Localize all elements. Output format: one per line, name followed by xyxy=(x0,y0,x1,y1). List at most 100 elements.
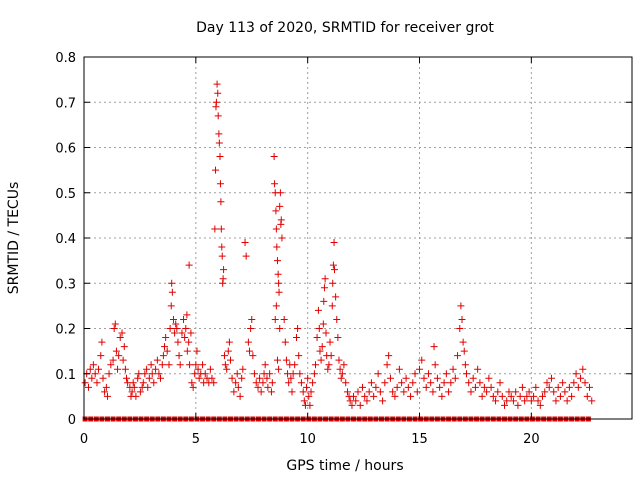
data-point xyxy=(409,379,417,387)
data-point xyxy=(84,383,92,391)
data-point xyxy=(297,379,305,387)
data-point xyxy=(433,374,441,382)
data-point xyxy=(400,388,408,396)
data-point xyxy=(579,365,587,373)
data-point xyxy=(356,401,364,409)
data-point xyxy=(458,315,466,323)
data-point xyxy=(109,356,117,364)
data-point xyxy=(586,383,594,391)
data-point xyxy=(322,329,330,337)
data-point xyxy=(163,347,171,355)
data-point xyxy=(418,356,426,364)
data-point xyxy=(335,356,343,364)
data-point xyxy=(276,325,284,332)
data-point xyxy=(530,392,538,400)
data-point xyxy=(440,379,448,387)
data-point xyxy=(161,343,169,351)
data-point xyxy=(296,370,304,378)
data-point xyxy=(270,153,278,161)
data-point xyxy=(281,338,289,346)
data-point xyxy=(324,365,332,373)
y-tick-label: 0.3 xyxy=(55,277,76,292)
data-point xyxy=(247,325,255,332)
data-point xyxy=(210,379,218,387)
data-point xyxy=(326,338,334,346)
data-point xyxy=(215,139,223,147)
data-point xyxy=(354,388,362,396)
data-point xyxy=(451,374,459,382)
data-point xyxy=(276,202,284,210)
data-point xyxy=(275,365,283,373)
data-point xyxy=(156,374,164,382)
data-point xyxy=(227,356,235,364)
data-point xyxy=(129,379,137,387)
data-point xyxy=(336,365,344,373)
data-point xyxy=(505,388,513,396)
data-point xyxy=(532,383,540,391)
data-point xyxy=(120,343,128,351)
data-point xyxy=(158,361,166,369)
data-point xyxy=(178,329,186,337)
data-point xyxy=(244,338,252,346)
data-points xyxy=(81,80,596,409)
data-point xyxy=(121,365,129,373)
data-point xyxy=(307,388,315,396)
data-point xyxy=(268,379,276,387)
data-point xyxy=(214,112,222,120)
data-point xyxy=(386,374,394,382)
data-point xyxy=(316,347,324,355)
data-point xyxy=(489,392,497,400)
data-point xyxy=(211,225,219,233)
data-point xyxy=(155,370,163,378)
data-point xyxy=(173,325,181,332)
data-point xyxy=(195,374,203,382)
data-point xyxy=(577,374,585,382)
data-point xyxy=(171,329,179,337)
data-point xyxy=(199,361,207,369)
data-point xyxy=(372,383,380,391)
data-point xyxy=(147,361,155,369)
data-point xyxy=(273,356,281,364)
data-point xyxy=(343,388,351,396)
data-point xyxy=(228,374,236,382)
data-point xyxy=(338,370,346,378)
data-point xyxy=(465,379,473,387)
y-tick-label: 0.5 xyxy=(55,187,76,202)
data-point xyxy=(358,383,366,391)
data-point xyxy=(97,352,105,360)
data-point xyxy=(248,315,256,323)
data-point xyxy=(101,388,109,396)
data-point xyxy=(570,379,578,387)
data-point xyxy=(305,392,313,400)
data-point xyxy=(438,392,446,400)
data-point xyxy=(194,365,202,373)
data-point xyxy=(218,243,226,251)
data-point xyxy=(456,325,464,332)
data-point xyxy=(374,370,382,378)
data-point xyxy=(189,383,197,391)
data-point xyxy=(241,239,249,247)
data-point xyxy=(430,343,438,351)
data-point xyxy=(225,338,233,346)
data-point xyxy=(518,383,526,391)
data-point xyxy=(145,374,153,382)
data-point xyxy=(217,225,225,233)
data-point xyxy=(329,261,337,269)
data-point xyxy=(429,388,437,396)
data-point xyxy=(174,338,182,346)
data-point xyxy=(379,397,387,405)
data-point xyxy=(318,343,326,351)
data-point xyxy=(254,383,262,391)
y-tick-label: 0.8 xyxy=(55,51,76,66)
data-point xyxy=(273,243,281,251)
data-point xyxy=(329,279,337,287)
data-point xyxy=(185,338,193,346)
data-point xyxy=(391,392,399,400)
data-point xyxy=(512,388,520,396)
data-point xyxy=(404,383,412,391)
data-point xyxy=(89,361,97,369)
data-point xyxy=(105,370,113,378)
data-point xyxy=(352,397,360,405)
data-point xyxy=(413,388,421,396)
